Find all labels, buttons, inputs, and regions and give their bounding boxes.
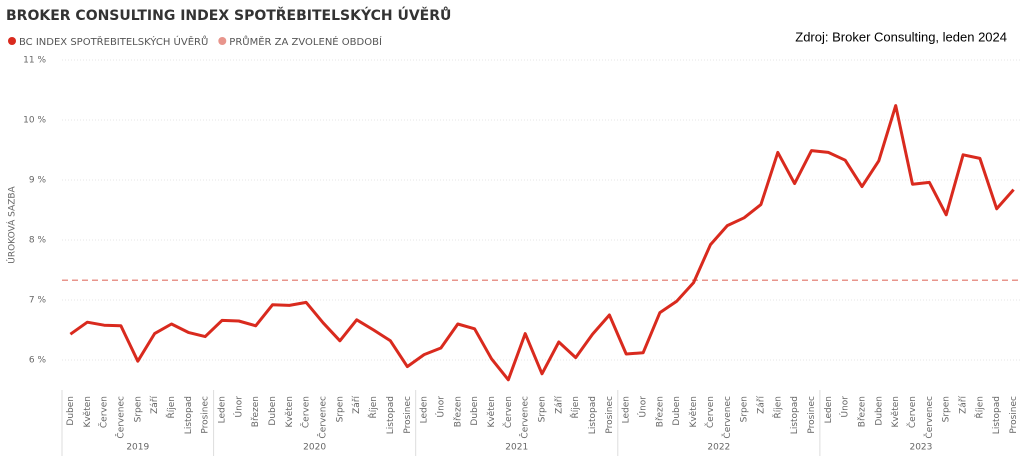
series-line <box>69 104 1015 382</box>
x-tick-label: Říjen <box>368 396 379 419</box>
x-tick-label: Srpen <box>133 396 143 422</box>
x-tick-label: Prosinec <box>807 396 817 434</box>
y-tick-label: 6 % <box>29 356 47 366</box>
x-tick-label: Březen <box>655 396 665 427</box>
x-tick-label: Červen <box>906 396 918 428</box>
x-tick-label: Prosinec <box>605 396 615 434</box>
year-label: 2021 <box>505 443 528 453</box>
y-tick-label: 9 % <box>29 176 47 186</box>
x-tick-label: Červen <box>98 396 110 428</box>
x-tick-label: Srpen <box>538 396 548 422</box>
x-tick-label: Květen <box>891 396 901 428</box>
year-label: 2022 <box>707 443 730 453</box>
x-tick-label: Červenec <box>923 396 935 439</box>
year-label: 2023 <box>909 443 932 453</box>
legend-marker <box>218 37 227 45</box>
x-tick-label: Únor <box>232 396 244 418</box>
x-tick-label: Květen <box>689 396 699 428</box>
legend-label: PRŮMĚR ZA ZVOLENÉ OBDOBÍ <box>229 35 382 48</box>
x-tick-label: Listopad <box>992 396 1002 434</box>
year-label: 2019 <box>126 443 149 453</box>
x-tick-label: Únor <box>637 396 649 418</box>
x-tick-label: Leden <box>218 396 228 423</box>
x-tick-label: Říjen <box>772 396 783 419</box>
x-tick-label: Srpen <box>740 396 750 422</box>
x-tick-label: Březen <box>453 396 463 427</box>
y-tick-label: 10 % <box>23 116 46 126</box>
x-tick-label: Květen <box>285 396 295 428</box>
x-tick-label: Duben <box>268 396 278 426</box>
x-tick-label: Červenec <box>114 396 126 439</box>
year-label: 2020 <box>303 443 326 453</box>
x-tick-label: Leden <box>824 396 834 423</box>
x-tick-label: Únor <box>839 396 851 418</box>
x-tick-label: Duben <box>874 396 884 426</box>
y-tick-label: 11 % <box>23 56 46 66</box>
x-tick-label: Listopad <box>588 396 598 434</box>
x-tick-label: Leden <box>420 396 430 423</box>
x-tick-label: Červen <box>502 396 514 428</box>
chart-title: BROKER CONSULTING INDEX SPOTŘEBITELSKÝCH… <box>6 6 451 24</box>
source: Zdroj: Broker Consulting, leden 2024 <box>795 29 1007 44</box>
x-tick-label: Září <box>959 396 969 414</box>
x-tick-label: Červenec <box>721 396 733 439</box>
x-tick-label: Září <box>352 396 362 414</box>
x-tick-label: Duben <box>672 396 682 426</box>
x-tick-label: Říjen <box>570 396 581 419</box>
x-tick-label: Říjen <box>974 396 985 419</box>
x-tick-label: Prosinec <box>201 396 211 434</box>
x-tick-label: Duben <box>470 396 480 426</box>
legend-label: BC INDEX SPOTŘEBITELSKÝCH ÚVĚRŮ <box>19 35 208 48</box>
x-tick-label: Prosinec <box>403 396 413 434</box>
x-tick-label: Září <box>554 396 564 414</box>
x-tick-label: Únor <box>434 396 446 418</box>
x-tick-label: Září <box>756 396 766 414</box>
x-tick-label: Listopad <box>386 396 396 434</box>
x-tick-label: Srpen <box>942 396 952 422</box>
x-tick-label: Srpen <box>335 396 345 422</box>
x-tick-label: Říjen <box>166 396 177 419</box>
x-tick-label: Květen <box>487 396 497 428</box>
x-tick-label: Prosinec <box>1009 396 1019 434</box>
x-tick-label: Listopad <box>790 396 800 434</box>
x-tick-label: Červenec <box>519 396 531 439</box>
x-tick-label: Listopad <box>184 396 194 434</box>
x-tick-label: Červen <box>704 396 716 428</box>
x-tick-label: Březen <box>858 396 868 427</box>
y-tick-label: 8 % <box>29 236 47 246</box>
y-tick-label: 7 % <box>29 296 47 306</box>
x-tick-label: Září <box>150 396 160 414</box>
y-axis-label: ÚROKOVÁ SAZBA <box>6 185 18 263</box>
x-tick-label: Duben <box>66 396 76 426</box>
x-tick-label: Březen <box>251 396 261 427</box>
x-tick-label: Červen <box>300 396 312 428</box>
x-tick-label: Červenec <box>317 396 329 439</box>
x-tick-label: Květen <box>83 396 93 428</box>
x-tick-label: Leden <box>622 396 632 423</box>
legend-marker <box>8 37 16 45</box>
